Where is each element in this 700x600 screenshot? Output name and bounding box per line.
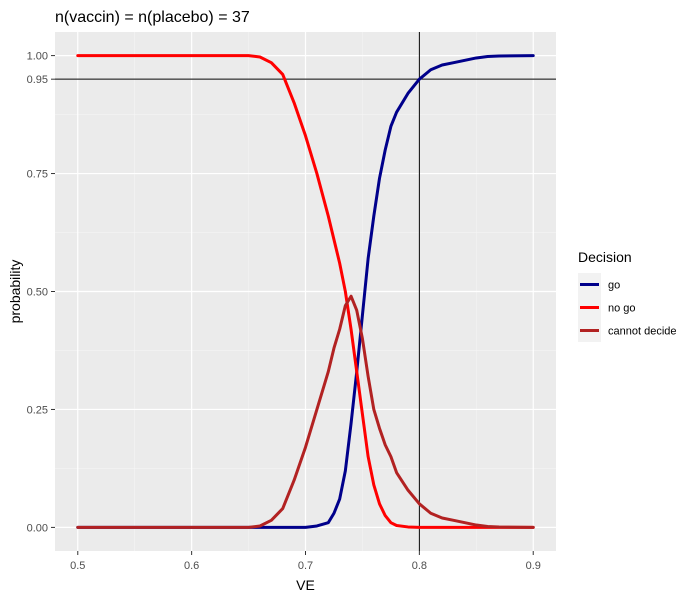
y-tick-label: 0.50 [27, 287, 48, 299]
y-tick-label: 1.00 [27, 51, 48, 63]
chart-title: n(vaccin) = n(placebo) = 37 [55, 9, 250, 26]
legend-label: no go [608, 303, 636, 315]
y-axis: 0.00 0.25 0.50 0.75 0.95 1.00 [27, 51, 55, 534]
series-line-no-go [76, 54, 535, 529]
legend: Decision go no go cannot decide [578, 249, 677, 342]
y-tick-label: 0.75 [27, 169, 48, 181]
legend-items: go no go cannot decide [578, 273, 677, 342]
y-axis-label: probability [7, 260, 23, 324]
y-tick-label: 0.95 [27, 74, 48, 86]
series-lines [76, 54, 535, 529]
x-axis: 0.5 0.6 0.7 0.8 0.9 [70, 551, 541, 572]
x-tick-label: 0.5 [70, 560, 85, 572]
y-tick-label: 0.00 [27, 522, 48, 534]
legend-title: Decision [578, 249, 632, 265]
reference-lines [55, 32, 556, 551]
legend-label: go [608, 280, 620, 292]
x-axis-label: VE [296, 577, 315, 593]
y-tick-label: 0.25 [27, 404, 48, 416]
x-tick-label: 0.7 [298, 560, 313, 572]
legend-label: cannot decide [608, 326, 677, 338]
series-line-cannot-decide [76, 294, 535, 529]
x-tick-label: 0.6 [184, 560, 199, 572]
x-tick-label: 0.9 [526, 560, 541, 572]
x-tick-label: 0.8 [412, 560, 427, 572]
